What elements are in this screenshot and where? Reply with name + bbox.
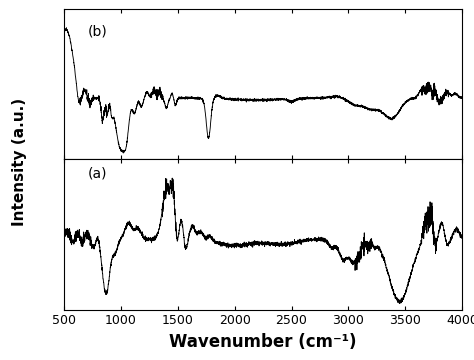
Text: Intensity (a.u.): Intensity (a.u.) xyxy=(12,98,27,226)
Text: (b): (b) xyxy=(88,24,108,38)
X-axis label: Wavenumber (cm⁻¹): Wavenumber (cm⁻¹) xyxy=(169,333,357,351)
Text: (a): (a) xyxy=(88,167,108,181)
